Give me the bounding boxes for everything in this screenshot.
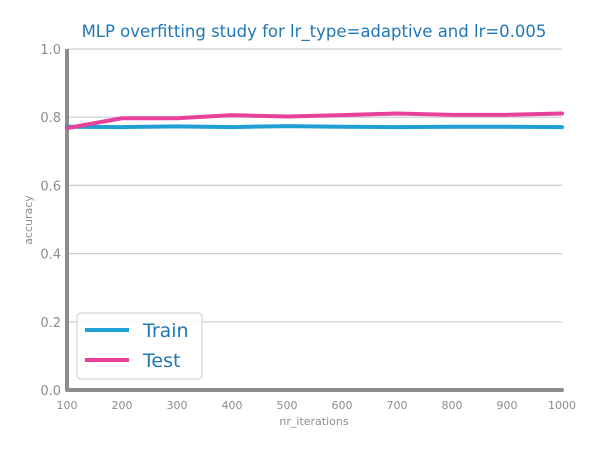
x-tick-mark <box>175 388 179 392</box>
x-tick-label: 1000 <box>548 399 576 412</box>
series-line-test <box>65 111 564 131</box>
x-tick-mark <box>285 388 289 392</box>
x-axis-label: nr_iterations <box>279 415 348 428</box>
legend: Train Test <box>76 312 203 380</box>
x-tick-label: 400 <box>222 399 243 412</box>
y-tick-labels: 0.0 0.2 0.4 0.6 0.8 1.0 <box>40 43 61 399</box>
x-tick-label: 500 <box>277 399 298 412</box>
x-tick-label: 300 <box>167 399 188 412</box>
x-tick-mark <box>120 388 124 392</box>
x-tick-label: 900 <box>497 399 518 412</box>
chart-title: MLP overfitting study for lr_type=adapti… <box>82 22 547 42</box>
y-tick-label: 0.2 <box>40 316 61 331</box>
x-tick-label: 200 <box>112 399 133 412</box>
legend-label-test: Test <box>142 350 180 372</box>
y-tick-label: 0.6 <box>40 179 61 194</box>
x-tick-mark <box>230 388 234 392</box>
y-tick-label: 1.0 <box>40 43 61 58</box>
y-tick-label: 0.0 <box>40 384 61 399</box>
x-tick-label: 800 <box>442 399 463 412</box>
x-tick-label: 100 <box>57 399 78 412</box>
series-line-train <box>65 124 564 130</box>
x-tick-labels: 100 200 300 400 500 600 700 800 900 1000 <box>57 388 576 412</box>
y-tick-label: 0.8 <box>40 111 61 126</box>
series-lines <box>65 111 564 131</box>
x-tick-label: 600 <box>332 399 353 412</box>
y-axis-label: accuracy <box>22 195 35 245</box>
grid-lines <box>67 48 562 323</box>
y-tick-label: 0.4 <box>40 248 61 263</box>
x-tick-mark <box>65 388 69 392</box>
legend-label-train: Train <box>142 320 189 342</box>
x-tick-label: 700 <box>387 399 408 412</box>
x-tick-mark <box>505 388 509 392</box>
x-tick-mark <box>395 388 399 392</box>
x-tick-mark <box>450 388 454 392</box>
x-tick-mark <box>560 388 564 392</box>
axes <box>65 49 562 392</box>
x-tick-mark <box>340 388 344 392</box>
